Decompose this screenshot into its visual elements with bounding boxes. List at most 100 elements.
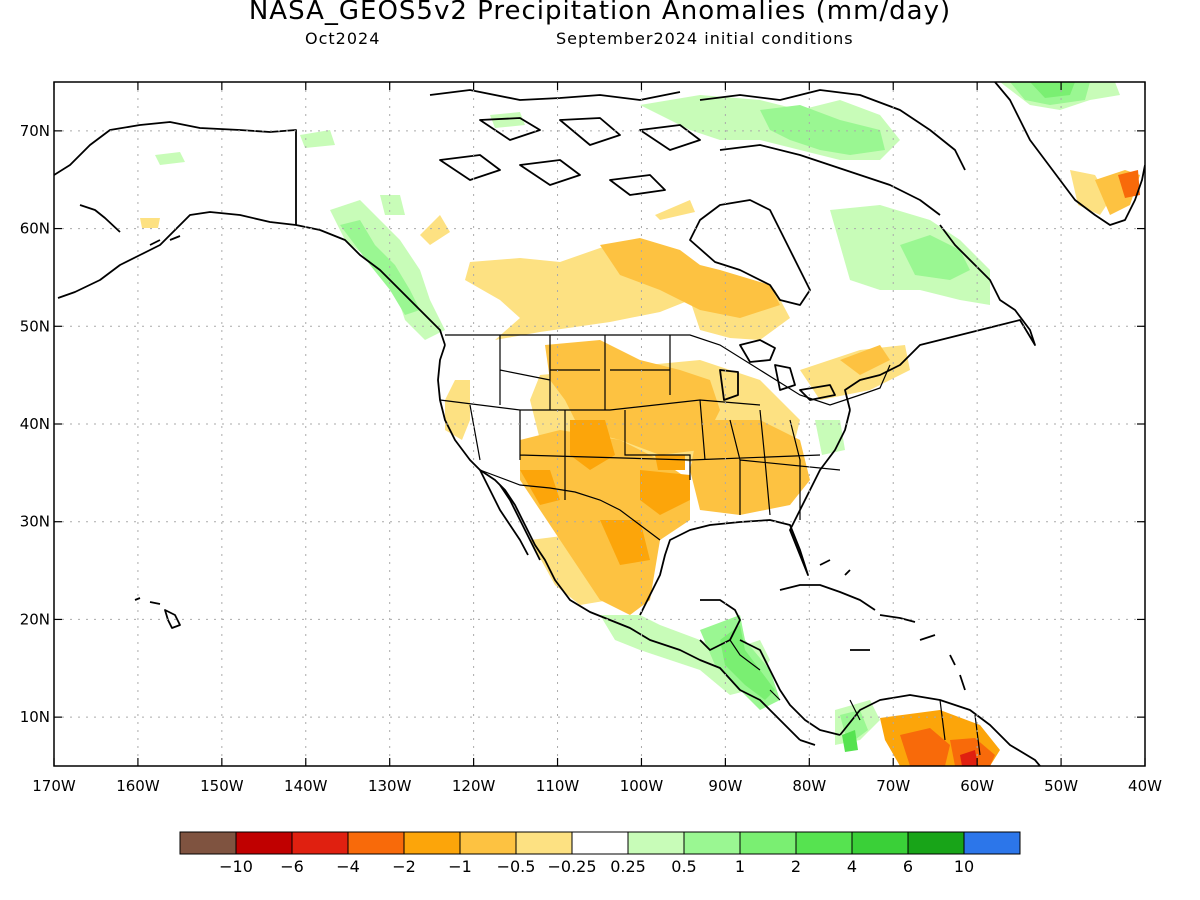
- colorbar-swatch: [235, 831, 293, 855]
- hawaii-islands: [134, 597, 181, 629]
- south-america-north-coast: [839, 694, 1041, 766]
- us-state-lines: [439, 335, 841, 520]
- hudson-bay: [689, 199, 811, 306]
- dry-anomaly-region: [900, 728, 950, 766]
- latitude-axis: 10N 20N 30N 40N 50N 60N 70N: [20, 122, 1145, 726]
- initial-conditions: September2024 initial conditions: [556, 29, 854, 48]
- lon-tick-label: 90W: [708, 777, 742, 795]
- central-america-coast: [739, 639, 841, 746]
- alaska-coastline: [54, 121, 446, 346]
- colorbar-labels: −10 −6 −4 −2 −1 −0.5 −0.25 0.25 0.5 1 2 4 6 10: [219, 857, 974, 876]
- colorbar-label: 2: [791, 857, 801, 876]
- graticule-lines: [54, 82, 1145, 766]
- colorbar-swatch: [459, 831, 517, 855]
- lon-tick-label: 130W: [368, 777, 412, 795]
- colorbar-swatch: [907, 831, 965, 855]
- map-title: NASA_GEOS5v2 Precipitation Anomalies (mm…: [248, 0, 952, 26]
- dry-anomaly-region: [640, 470, 690, 515]
- yucatan-coast: [699, 599, 741, 651]
- wet-anomaly-region: [900, 235, 970, 280]
- us-mexico-border: [479, 469, 661, 541]
- coastlines: [54, 82, 1145, 766]
- lon-tick-label: 80W: [792, 777, 826, 795]
- lat-tick-label: 10N: [20, 708, 50, 726]
- forecast-month: Oct2024: [305, 29, 381, 48]
- cuba-coast: [779, 584, 916, 651]
- colorbar-label: −6: [280, 857, 304, 876]
- lat-tick-label: 70N: [20, 122, 50, 140]
- colorbar-swatch: [851, 831, 909, 855]
- us-canada-border: [445, 334, 891, 406]
- colorbar-label: −4: [336, 857, 360, 876]
- wet-anomaly-region: [720, 625, 775, 700]
- colorbar: [179, 831, 1021, 855]
- lon-tick-label: 60W: [960, 777, 994, 795]
- lon-tick-label: 50W: [1044, 777, 1078, 795]
- colorbar-label: 0.25: [610, 857, 646, 876]
- east-coast: [844, 224, 1036, 411]
- lat-tick-label: 60N: [20, 220, 50, 238]
- lon-tick-label: 150W: [200, 777, 244, 795]
- colorbar-label: 10: [954, 857, 974, 876]
- dry-anomaly-region: [655, 200, 695, 220]
- central-america-borders: [729, 639, 981, 756]
- dry-anomaly-region: [600, 520, 650, 565]
- longitude-axis: 170W 160W 150W 140W 130W 120W 110W 100W 90W 80W 70…: [32, 82, 1162, 795]
- wet-anomaly-region: [300, 130, 335, 148]
- colorbar-swatch: [571, 831, 629, 855]
- north-america-west-coast: [437, 344, 801, 741]
- colorbar-swatch: [683, 831, 741, 855]
- dry-anomaly-region: [690, 420, 810, 515]
- dry-anomaly-region: [420, 215, 450, 245]
- map-plot-area: [54, 82, 1145, 766]
- colorbar-label: 1: [735, 857, 745, 876]
- wet-anomaly-region: [1030, 82, 1075, 98]
- aleutian-islands: [79, 204, 181, 246]
- arctic-islands: [429, 89, 966, 216]
- lon-tick-label: 70W: [876, 777, 910, 795]
- wet-anomaly-region: [490, 112, 525, 128]
- colorbar-label: 0.5: [671, 857, 696, 876]
- colorbar-swatch: [179, 831, 237, 855]
- lon-tick-label: 170W: [32, 777, 76, 795]
- lon-tick-label: 160W: [116, 777, 160, 795]
- gulf-of-mexico-coast: [639, 409, 851, 616]
- colorbar-label: 6: [903, 857, 913, 876]
- colorbar-swatch: [739, 831, 797, 855]
- wet-anomaly-region: [842, 730, 858, 752]
- dry-anomaly-region: [840, 345, 890, 375]
- colorbar-label: −0.5: [497, 857, 536, 876]
- lon-tick-label: 100W: [620, 777, 664, 795]
- lat-tick-label: 20N: [20, 610, 50, 628]
- political-boundaries: [439, 334, 981, 756]
- colorbar-swatch: [347, 831, 405, 855]
- colorbar-label: −2: [392, 857, 416, 876]
- great-lakes: [719, 339, 836, 401]
- colorbar-label: −0.25: [547, 857, 596, 876]
- colorbar-label: 4: [847, 857, 857, 876]
- lon-tick-label: 140W: [284, 777, 328, 795]
- colorbar-label: −10: [219, 857, 253, 876]
- dry-anomaly-region: [1118, 170, 1140, 198]
- greenland-coast: [994, 82, 1145, 226]
- dry-anomaly-region: [140, 218, 160, 228]
- lat-tick-label: 40N: [20, 415, 50, 433]
- colorbar-swatch: [403, 831, 461, 855]
- dry-anomaly-region: [600, 238, 780, 318]
- dry-anomaly-region: [800, 345, 910, 400]
- lon-tick-label: 40W: [1128, 777, 1162, 795]
- caribbean-islands: [819, 559, 966, 691]
- lon-tick-label: 120W: [452, 777, 496, 795]
- colorbar-swatch: [795, 831, 853, 855]
- lat-tick-label: 30N: [20, 513, 50, 531]
- colorbar-swatch: [627, 831, 685, 855]
- lat-tick-label: 50N: [20, 317, 50, 335]
- lon-tick-label: 110W: [536, 777, 580, 795]
- baja-california: [479, 469, 541, 561]
- dry-anomaly-region: [960, 750, 978, 766]
- colorbar-label: −1: [448, 857, 472, 876]
- colorbar-swatch: [291, 831, 349, 855]
- dry-anomaly-region: [655, 455, 685, 470]
- wet-anomaly-region: [760, 105, 885, 155]
